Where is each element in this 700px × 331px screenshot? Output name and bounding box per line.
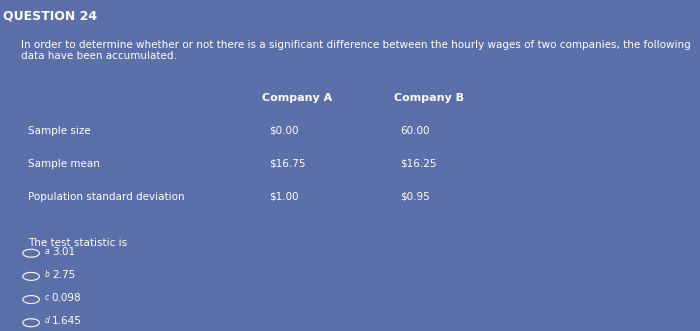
- Text: $1.00: $1.00: [270, 192, 299, 202]
- Text: 1.645: 1.645: [52, 316, 82, 326]
- Text: $16.75: $16.75: [270, 159, 306, 169]
- Text: a: a: [45, 247, 50, 256]
- Text: QUESTION 24: QUESTION 24: [4, 10, 97, 23]
- Text: 60.00: 60.00: [400, 126, 430, 136]
- Text: Company B: Company B: [393, 93, 463, 103]
- Text: 0.098: 0.098: [52, 293, 81, 303]
- Text: d: d: [45, 316, 50, 325]
- Text: $16.25: $16.25: [400, 159, 437, 169]
- Text: Company A: Company A: [262, 93, 332, 103]
- Text: b: b: [45, 270, 50, 279]
- Text: Sample mean: Sample mean: [27, 159, 99, 169]
- Text: $0.95: $0.95: [400, 192, 430, 202]
- Text: $0.00: $0.00: [270, 126, 299, 136]
- Text: c: c: [45, 293, 49, 302]
- Text: 2.75: 2.75: [52, 270, 75, 280]
- Text: In order to determine whether or not there is a significant difference between t: In order to determine whether or not the…: [21, 40, 690, 61]
- Text: 3.01: 3.01: [52, 247, 75, 257]
- Text: The test statistic is: The test statistic is: [27, 238, 127, 248]
- Text: Population standard deviation: Population standard deviation: [27, 192, 184, 202]
- Text: Sample size: Sample size: [27, 126, 90, 136]
